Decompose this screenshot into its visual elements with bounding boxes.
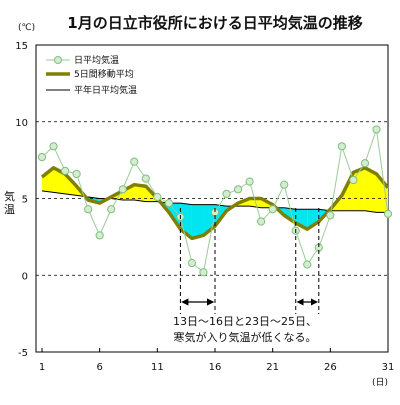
below-normal-fill (191, 204, 204, 239)
daily-point (280, 180, 289, 189)
above-normal-fill (134, 184, 146, 202)
y-tick-label: 15 (15, 41, 28, 52)
y-tick-labels: -5 0 5 10 15 (15, 41, 28, 359)
y-unit-label: (℃) (18, 23, 35, 33)
below-normal-fill (307, 209, 319, 230)
daily-point (245, 177, 254, 186)
above-normal-fill (364, 167, 377, 213)
gridlines (36, 121, 388, 276)
daily-temperature-points (37, 125, 393, 277)
daily-point (107, 205, 116, 214)
legend-daily-marker (54, 56, 62, 64)
legend-label: 平年日平均気温 (74, 84, 137, 96)
above-normal-fill (353, 167, 365, 211)
x-tick-label: 26 (324, 362, 337, 373)
daily-point (84, 205, 93, 214)
daily-point (303, 260, 312, 269)
daily-point (372, 125, 381, 134)
x-tick-label: 21 (266, 362, 279, 373)
x-tick-label: 6 (96, 362, 102, 373)
above-normal-fill (42, 167, 54, 193)
chart-title: 1月の日立市役所における日平均気温の推移 (67, 14, 362, 32)
daily-point (233, 185, 243, 194)
annotation-line-1: 13日～16日と23日～25日、 (173, 315, 317, 328)
daily-point (222, 189, 231, 198)
daily-point (326, 211, 335, 220)
daily-point (95, 231, 104, 240)
daily-point (257, 217, 266, 226)
x-tick-label: 11 (151, 362, 164, 373)
daily-point (141, 174, 150, 183)
moving-average-path (40, 166, 390, 241)
daily-point (60, 166, 70, 175)
above-normal-fill (122, 184, 135, 201)
daily-point (72, 169, 81, 179)
y-tick-label: 10 (15, 118, 28, 129)
x-tick-label: 1 (39, 362, 45, 373)
y-axis-label: 気温 (4, 189, 15, 216)
daily-point (130, 157, 139, 166)
annotation-line-2: 寒気が入り気温が低くなる。 (174, 330, 317, 344)
x-tick-label: 16 (209, 362, 222, 373)
x-tick-label: 31 (382, 362, 395, 373)
daily-point (37, 152, 47, 162)
daily-point (268, 205, 277, 214)
daily-point (337, 142, 346, 151)
daily-point (164, 199, 173, 208)
daily-point (383, 209, 393, 218)
daily-point (49, 142, 58, 151)
y-tick-label: 0 (22, 271, 28, 282)
x-tick-labels: 1 6 11 16 21 26 31 (39, 348, 395, 373)
y-tick-label: 5 (22, 195, 28, 206)
above-normal-fill (376, 173, 388, 213)
daily-point (360, 159, 370, 168)
y-tick-label: -5 (18, 348, 28, 359)
daily-point (118, 185, 127, 194)
legend-label: 5日間移動平均 (74, 68, 134, 80)
x-unit-label: (日) (372, 377, 388, 388)
legend-label: 日平均気温 (74, 54, 119, 66)
daily-point (153, 192, 162, 202)
daily-point (349, 175, 358, 185)
daily-point (187, 258, 197, 268)
moving-average-line (40, 166, 390, 241)
daily-point (199, 268, 208, 277)
cold-period-annotation: 13日～16日と23日～25日、 寒気が入り気温が低くなる。 (173, 208, 320, 344)
